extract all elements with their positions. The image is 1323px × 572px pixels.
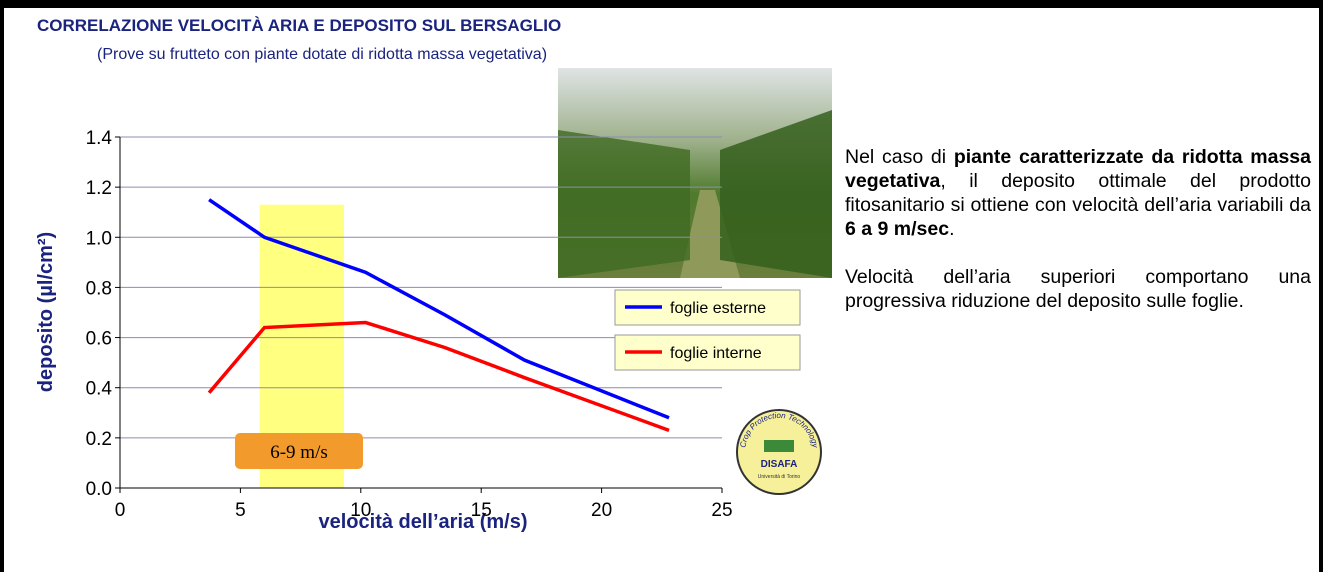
x-tick-label: 10 bbox=[350, 500, 371, 521]
photo bbox=[558, 68, 832, 278]
logo: Crop Protection Technology DISAFA Univer… bbox=[737, 410, 821, 494]
text-run: Velocità dell’aria superiori comportano … bbox=[845, 266, 1311, 312]
paragraph: Nel caso di piante caratterizzate da rid… bbox=[845, 145, 1311, 241]
x-tick-label: 20 bbox=[591, 500, 612, 521]
legend-label: foglie interne bbox=[670, 345, 762, 362]
logo-name: DISAFA bbox=[761, 459, 798, 470]
text-run: 6 a 9 m/sec bbox=[845, 218, 949, 240]
y-tick-label: 1.2 bbox=[86, 178, 112, 199]
x-tick-label: 5 bbox=[235, 500, 246, 521]
logo-sub: Università di Torino bbox=[758, 474, 801, 480]
y-tick-label: 0.6 bbox=[86, 329, 112, 350]
notes: Nel caso di piante caratterizzate da rid… bbox=[845, 145, 1311, 337]
legend-label: foglie esterne bbox=[670, 300, 766, 317]
y-tick-label: 0.8 bbox=[86, 278, 112, 299]
slide: CORRELAZIONE VELOCITÀ ARIA E DEPOSITO SU… bbox=[0, 0, 1323, 572]
text-run: . bbox=[949, 218, 954, 240]
y-tick-label: 0.2 bbox=[86, 429, 112, 450]
y-tick-label: 1.0 bbox=[86, 228, 112, 249]
highlight-label: 6-9 m/s bbox=[270, 442, 328, 463]
y-tick-label: 0.0 bbox=[86, 479, 112, 500]
y-tick-label: 1.4 bbox=[86, 128, 113, 149]
x-tick-label: 25 bbox=[711, 500, 732, 521]
paragraph: Velocità dell’aria superiori comportano … bbox=[845, 265, 1311, 313]
text-run: Nel caso di bbox=[845, 146, 954, 168]
chart-subtitle: (Prove su frutteto con piante dotate di … bbox=[97, 46, 547, 63]
x-tick-label: 0 bbox=[115, 500, 126, 521]
chart-title: CORRELAZIONE VELOCITÀ ARIA E DEPOSITO SU… bbox=[37, 16, 561, 35]
y-tick-label: 0.4 bbox=[86, 379, 113, 400]
x-tick-label: 15 bbox=[471, 500, 492, 521]
y-axis-title: deposito (µl/cm²) bbox=[35, 232, 57, 392]
